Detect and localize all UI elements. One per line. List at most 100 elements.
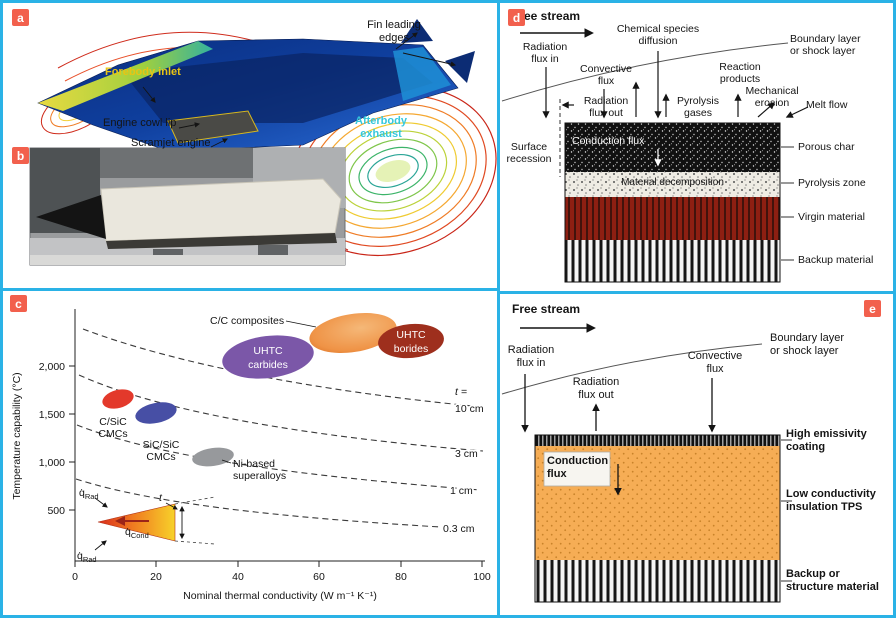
emissivity-coating-label: High emissivity coating (786, 428, 867, 453)
pyrolysis-gases-label: Pyrolysis gases (676, 95, 719, 120)
x-tick-40: 40 (232, 571, 244, 583)
material-decomposition-label: Material decomposition (621, 177, 724, 188)
forebody-inlet-label: Forebody inlet (105, 66, 181, 78)
flux-arrows-e (521, 374, 716, 496)
radiation-flux-in-label-d: Radiation flux in (522, 41, 568, 66)
afterbody-exhaust-label: Afterbody exhaust (355, 115, 407, 140)
annotation-leaders (142, 32, 457, 148)
cc-leader-line (285, 320, 317, 328)
curve-3cm-label: 3 cm (455, 448, 478, 460)
svg-text:CMCs: CMCs (98, 428, 127, 440)
pyrolysis-zone-layer (565, 172, 780, 197)
bubble-csic (102, 389, 134, 409)
svg-text:UHTC: UHTC (253, 345, 283, 357)
conduction-flux-box (543, 451, 611, 487)
cc-composites-label: C/C composites (210, 315, 284, 327)
svg-text:superalloys: superalloys (233, 470, 286, 482)
engine-cowl-lip-label: Engine cowl lip (103, 117, 177, 129)
divider-right-horizontal (500, 291, 893, 294)
panel-b-badge: b (12, 147, 29, 164)
panel-e: Free stream Boundary layer or shock laye… (500, 294, 893, 615)
thickness-isopleths (75, 328, 484, 530)
melt-flow-arrow (785, 106, 809, 118)
structure-layer (535, 560, 780, 602)
boundary-layer-label-e: Boundary layer or shock layer (770, 332, 844, 357)
y-tick-500: 500 (47, 505, 65, 517)
backup-material-label: Backup material (798, 254, 874, 266)
divider-left-horizontal (3, 288, 497, 291)
x-tick-0: 0 (72, 571, 78, 583)
x-axis-title: Nominal thermal conductivity (W m⁻¹ K⁻¹) (183, 590, 377, 602)
bubble-ni-superalloys (192, 447, 234, 467)
convective-flux-label-d: Convective flux (580, 63, 632, 88)
insulating-material-stack (534, 434, 781, 603)
q-cond-label: q̇Cond (125, 526, 149, 540)
bubble-cc-composites (309, 313, 397, 353)
pyrolysis-zone-label: Pyrolysis zone (798, 177, 866, 189)
mechanical-erosion-arrow (757, 102, 776, 118)
free-stream-label-e: Free stream (512, 302, 581, 316)
radiation-flux-in-label-e: Radiation flux in (507, 344, 555, 369)
ablative-material-stack (564, 122, 781, 283)
bubble-uhtc-carbides (222, 335, 314, 379)
x43-photo (29, 147, 346, 266)
curve-10cm (82, 328, 484, 408)
boundary-layer-curve-e (501, 343, 763, 395)
q-rad-top-label: q̇Rad (79, 487, 99, 501)
leading-edge-inset: q̇Rad q̇Rad q̇Cond t (77, 487, 216, 564)
structure-material-label: Backup or structure material (786, 568, 879, 593)
panel-c: 2,000 1,500 1,000 500 0 20 40 60 80 100 … (3, 291, 497, 615)
panel-a-b: Forebody inlet Engine cowl lip Scramjet … (3, 3, 497, 288)
cfd-visualization (29, 19, 497, 266)
x-tick-100: 100 (473, 571, 491, 583)
bubble-uhtc-borides (378, 323, 444, 359)
panel-d-badge: d (508, 9, 525, 26)
y-tick-1000: 1,000 (39, 457, 65, 469)
curve-0p3cm (75, 478, 476, 530)
x-tick-80: 80 (395, 571, 407, 583)
panel-e-badge: e (864, 300, 881, 317)
panel-d: Free stream Boundary layer or shock laye… (500, 3, 893, 288)
virgin-material-label: Virgin material (798, 211, 865, 223)
reaction-products-label: Reaction products (719, 61, 761, 86)
layer-label-ticks-e (781, 439, 792, 582)
radiation-flux-out-label-d: Radiation flux out (583, 95, 629, 120)
conduction-flux-label-d: Conduction flux (572, 135, 645, 147)
svg-text:carbides: carbides (248, 359, 288, 371)
bubble-sicsic (135, 402, 177, 424)
conduction-flux-label-e: Conduction flux (547, 455, 609, 480)
uhtc-carbides-label: UHTC carbides (248, 345, 288, 371)
convective-flux-label-e: Convective flux (687, 350, 743, 375)
svg-text:Ni-based: Ni-based (233, 458, 275, 470)
svg-text:UHTC: UHTC (396, 329, 426, 341)
porous-char-layer (565, 123, 780, 172)
uhtc-borides-label: UHTC borides (394, 329, 428, 355)
x-tick-20: 20 (150, 571, 162, 583)
y-tick-2000: 2,000 (39, 361, 65, 373)
melt-flow-label: Melt flow (806, 99, 848, 111)
boundary-layer-label-d: Boundary layer or shock layer (790, 33, 861, 58)
t-label: t (159, 492, 163, 504)
tail-fin-top (401, 19, 433, 43)
emissivity-coating-layer (535, 435, 780, 446)
flux-arrows (542, 51, 809, 119)
csic-label: C/SiC CMCs (98, 416, 127, 440)
divider-vertical (497, 3, 500, 615)
wedge-shape (97, 503, 176, 542)
scramjet-engine-label: Scramjet engine (131, 137, 211, 149)
svg-text:borides: borides (394, 343, 428, 355)
mechanical-erosion-label: Mechanical erosion (745, 85, 799, 110)
x43-vehicle (37, 19, 475, 152)
y-axis-title: Temperature capability (°C) (11, 372, 23, 499)
materials-chart: 2,000 1,500 1,000 500 0 20 40 60 80 100 … (11, 309, 491, 602)
curve-1cm (76, 424, 481, 491)
non-ablative-tps-diagram (501, 323, 792, 603)
free-stream-label-d: Free stream (512, 9, 581, 23)
panel-a-badge: a (12, 9, 29, 26)
tail-fin-right (445, 51, 475, 83)
curve-3cm (78, 374, 484, 452)
q-rad-bottom-label: q̇Rad (77, 550, 97, 564)
layer-label-ticks (781, 146, 794, 261)
backup-material-layer (565, 240, 780, 282)
